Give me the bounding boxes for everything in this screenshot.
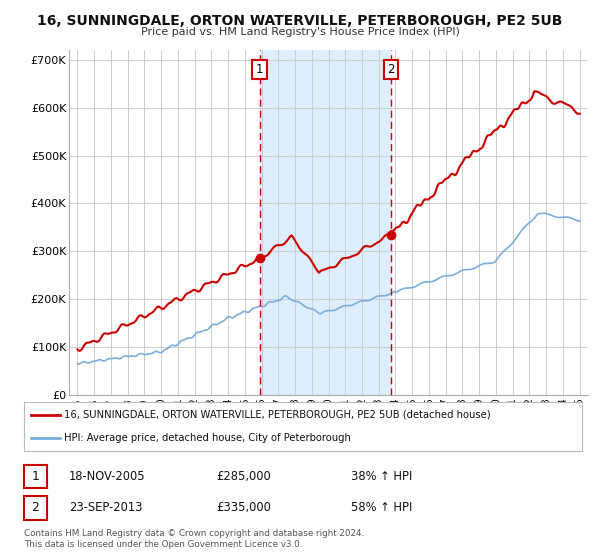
Text: £285,000: £285,000 [216, 470, 271, 483]
Bar [260, 50, 391, 395]
Text: Price paid vs. HM Land Registry's House Price Index (HPI): Price paid vs. HM Land Registry's House … [140, 27, 460, 37]
Text: 1: 1 [31, 470, 40, 483]
Text: 1: 1 [256, 63, 263, 76]
Text: 16, SUNNINGDALE, ORTON WATERVILLE, PETERBOROUGH, PE2 5UB: 16, SUNNINGDALE, ORTON WATERVILLE, PETER… [37, 14, 563, 28]
Text: 58% ↑ HPI: 58% ↑ HPI [351, 501, 412, 515]
Text: 16, SUNNINGDALE, ORTON WATERVILLE, PETERBOROUGH, PE2 5UB (detached house): 16, SUNNINGDALE, ORTON WATERVILLE, PETER… [64, 410, 491, 420]
Text: 23-SEP-2013: 23-SEP-2013 [69, 501, 143, 515]
Text: HPI: Average price, detached house, City of Peterborough: HPI: Average price, detached house, City… [64, 433, 351, 444]
Text: Contains HM Land Registry data © Crown copyright and database right 2024.
This d: Contains HM Land Registry data © Crown c… [24, 529, 364, 549]
Text: £335,000: £335,000 [216, 501, 271, 515]
Text: 18-NOV-2005: 18-NOV-2005 [69, 470, 146, 483]
Text: 2: 2 [387, 63, 395, 76]
Text: 38% ↑ HPI: 38% ↑ HPI [351, 470, 412, 483]
Text: 2: 2 [31, 501, 40, 515]
